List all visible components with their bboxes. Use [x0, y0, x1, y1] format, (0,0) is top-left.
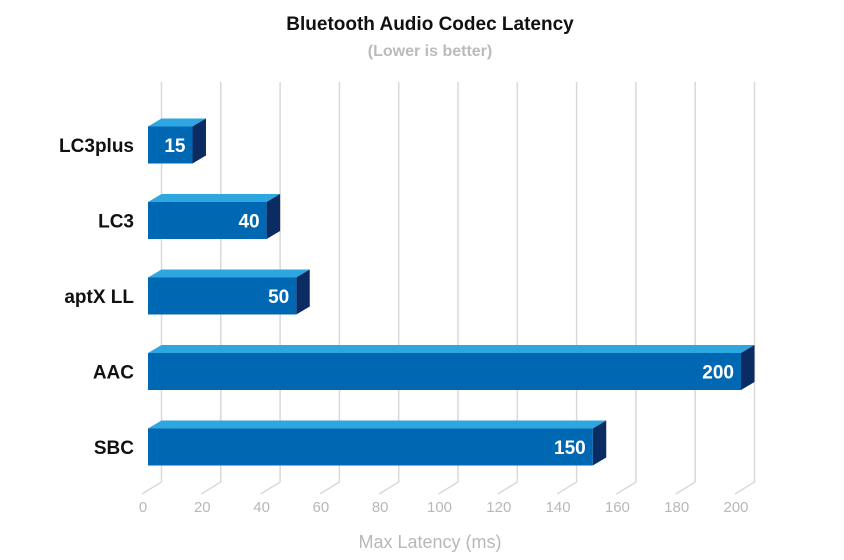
bar-value-label: 200	[702, 363, 734, 384]
bar-lc3: 40 LC3	[98, 194, 281, 239]
gridline	[438, 82, 459, 495]
bar-front-face	[148, 353, 741, 390]
x-tick-label: 60	[313, 499, 330, 516]
gridline	[497, 82, 519, 495]
bar-value-label: 150	[554, 438, 586, 459]
x-tick-label: 140	[546, 499, 571, 516]
gridline	[378, 82, 400, 495]
x-axis-label: Max Latency (ms)	[358, 532, 501, 552]
x-tick-label: 40	[253, 499, 270, 516]
bar-aac: 200 AAC	[93, 345, 755, 390]
x-tick-label: 100	[427, 499, 452, 516]
bar-side-face	[266, 194, 281, 239]
bar-top-face	[148, 420, 607, 429]
bar-side-face	[296, 269, 310, 315]
bar-side-face	[192, 118, 206, 164]
gridline	[675, 82, 696, 495]
bar-front-face	[148, 126, 193, 164]
category-label: LC3plus	[59, 136, 134, 157]
bar-sbc: 150 SBC	[94, 420, 607, 466]
x-tick-label: 80	[372, 499, 389, 516]
bar-side-face	[592, 420, 607, 466]
bar-value-label: 40	[238, 212, 259, 233]
chart-title: Bluetooth Audio Codec Latency	[286, 14, 574, 35]
bar-side-face	[741, 345, 755, 390]
x-tick-label: 0	[139, 499, 147, 516]
gridline	[556, 82, 578, 495]
bar-lc3plus: 15 LC3plus	[59, 118, 206, 164]
chart-subtitle: (Lower is better)	[368, 43, 492, 60]
x-tick-label: 200	[723, 499, 748, 516]
bar-top-face	[148, 345, 755, 353]
bar-front-face	[148, 202, 267, 239]
x-tick-label: 20	[194, 499, 211, 516]
gridline	[319, 82, 341, 495]
bar-aptx-ll: 50 aptX LL	[64, 269, 310, 315]
x-tick-label: 160	[605, 499, 630, 516]
category-label: LC3	[98, 212, 134, 233]
bar-top-face	[148, 118, 206, 127]
category-label: AAC	[93, 363, 134, 384]
bar-front-face	[148, 277, 297, 315]
bar-top-face	[148, 194, 281, 202]
category-label: aptX LL	[64, 287, 134, 308]
x-tick-label: 120	[486, 499, 511, 516]
bar-value-label: 50	[268, 287, 289, 308]
category-label: SBC	[94, 438, 134, 459]
bar-value-label: 15	[164, 136, 186, 157]
bar-front-face	[148, 428, 593, 466]
gridline	[734, 82, 756, 495]
bar-top-face	[148, 269, 310, 278]
x-tick-label: 180	[664, 499, 689, 516]
gridline	[616, 82, 637, 495]
